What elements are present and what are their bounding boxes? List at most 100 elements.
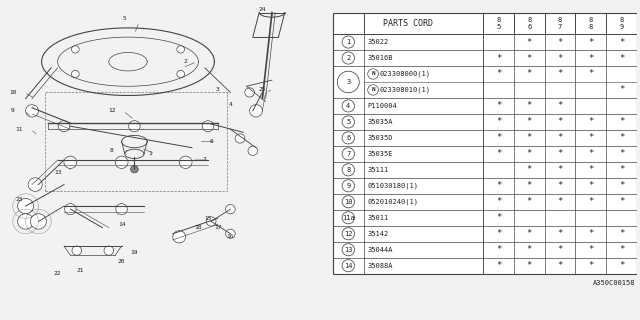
Text: *: *	[619, 133, 624, 142]
Text: 35088A: 35088A	[368, 263, 393, 269]
Circle shape	[248, 146, 258, 156]
Circle shape	[226, 204, 236, 214]
Text: *: *	[588, 149, 593, 158]
Text: 8
9: 8 9	[620, 17, 623, 29]
Text: 8
5: 8 5	[497, 17, 500, 29]
Text: 21: 21	[76, 268, 84, 273]
Text: *: *	[527, 53, 532, 62]
Text: *: *	[557, 53, 563, 62]
Circle shape	[28, 178, 42, 191]
Text: *: *	[527, 197, 532, 206]
Text: 35035E: 35035E	[368, 151, 393, 157]
Text: *: *	[557, 245, 563, 254]
Text: 2: 2	[184, 59, 188, 64]
Circle shape	[244, 88, 255, 97]
Text: 35016B: 35016B	[368, 55, 393, 61]
Circle shape	[206, 217, 216, 226]
Text: 2: 2	[346, 55, 351, 61]
Text: *: *	[496, 181, 501, 190]
Text: 8
6: 8 6	[527, 17, 531, 29]
Text: 11: 11	[15, 127, 23, 132]
Text: 5: 5	[123, 16, 127, 21]
Text: *: *	[527, 149, 532, 158]
Text: 13: 13	[344, 247, 353, 253]
Text: 22: 22	[54, 271, 61, 276]
Circle shape	[131, 165, 138, 173]
Circle shape	[58, 121, 70, 132]
Text: *: *	[527, 101, 532, 110]
Circle shape	[115, 156, 128, 168]
Text: *: *	[619, 53, 624, 62]
Text: 12: 12	[344, 231, 353, 237]
Text: N: N	[371, 87, 375, 92]
Text: P110004: P110004	[368, 103, 397, 109]
Circle shape	[72, 70, 79, 78]
Text: 17: 17	[214, 225, 221, 230]
Text: 4: 4	[346, 103, 351, 109]
Text: 10: 10	[344, 199, 353, 205]
Circle shape	[72, 246, 82, 255]
Text: 3: 3	[216, 87, 220, 92]
Text: *: *	[557, 229, 563, 238]
Text: *: *	[496, 133, 501, 142]
Text: 7: 7	[203, 157, 207, 163]
Text: 35022: 35022	[368, 39, 389, 45]
Text: 35111: 35111	[368, 167, 389, 173]
Text: *: *	[527, 181, 532, 190]
Text: *: *	[557, 261, 563, 270]
Text: *: *	[557, 149, 563, 158]
Circle shape	[173, 231, 186, 243]
Circle shape	[31, 214, 47, 229]
Text: *: *	[588, 165, 593, 174]
Text: *: *	[588, 181, 593, 190]
Text: 24: 24	[259, 7, 266, 12]
Text: 8: 8	[110, 148, 114, 153]
Text: *: *	[527, 133, 532, 142]
Text: *: *	[527, 245, 532, 254]
Text: 023308000(1): 023308000(1)	[380, 71, 431, 77]
Text: 8
8: 8 8	[589, 17, 593, 29]
Text: 13: 13	[54, 170, 61, 175]
Circle shape	[116, 204, 127, 215]
Text: 5: 5	[346, 119, 351, 125]
Text: 023308010(1): 023308010(1)	[380, 87, 431, 93]
Text: 1: 1	[148, 151, 152, 156]
Text: 35035A: 35035A	[368, 119, 393, 125]
Bar	[333, 12, 637, 274]
Circle shape	[179, 156, 192, 168]
Text: *: *	[496, 213, 501, 222]
Text: 35011: 35011	[368, 215, 389, 221]
Circle shape	[64, 156, 77, 168]
Text: *: *	[619, 165, 624, 174]
Text: *: *	[557, 117, 563, 126]
Text: *: *	[496, 149, 501, 158]
Text: 11a: 11a	[342, 215, 355, 221]
Text: 14: 14	[118, 222, 125, 227]
Text: *: *	[588, 53, 593, 62]
Text: *: *	[619, 261, 624, 270]
Text: *: *	[527, 229, 532, 238]
Circle shape	[202, 121, 214, 132]
Text: *: *	[588, 117, 593, 126]
Text: 25: 25	[259, 87, 266, 92]
Text: *: *	[496, 245, 501, 254]
Text: *: *	[588, 133, 593, 142]
Circle shape	[250, 105, 262, 117]
Text: *: *	[527, 69, 532, 78]
Text: *: *	[496, 101, 501, 110]
Bar	[45, 92, 227, 191]
Text: *: *	[557, 181, 563, 190]
Text: *: *	[557, 133, 563, 142]
Text: *: *	[496, 69, 501, 78]
Text: 8: 8	[346, 167, 351, 173]
Circle shape	[236, 134, 245, 143]
Circle shape	[26, 105, 38, 117]
Text: 051030180(1): 051030180(1)	[368, 182, 419, 189]
Text: *: *	[557, 197, 563, 206]
Text: *: *	[527, 261, 532, 270]
Text: 10: 10	[9, 90, 17, 95]
Text: 9: 9	[11, 108, 15, 113]
Text: 12: 12	[108, 108, 116, 113]
Text: 6: 6	[346, 135, 351, 141]
Text: 9: 9	[346, 183, 351, 189]
